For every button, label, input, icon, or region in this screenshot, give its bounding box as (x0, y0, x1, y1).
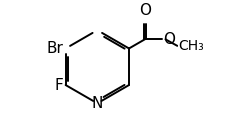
Text: O: O (162, 32, 174, 47)
Text: F: F (54, 78, 63, 93)
Text: CH₃: CH₃ (177, 39, 203, 53)
Text: Br: Br (46, 41, 63, 56)
Text: N: N (91, 96, 103, 111)
Text: O: O (138, 3, 150, 18)
